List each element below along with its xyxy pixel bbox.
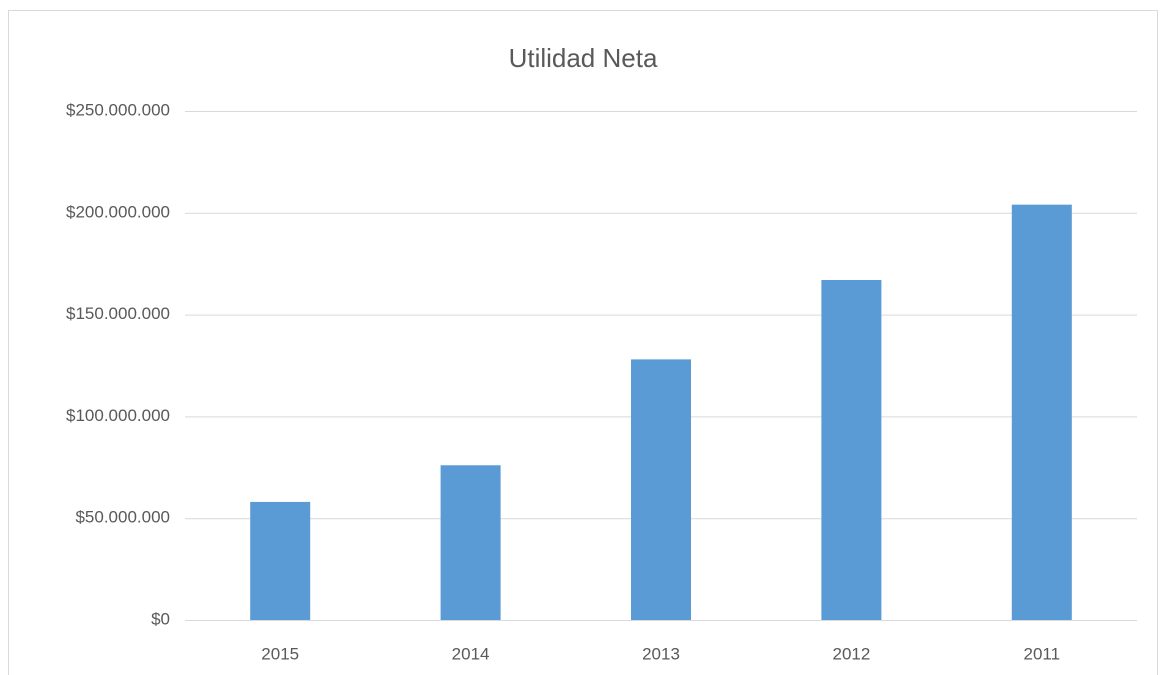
y-tick-label: $250.000.000 xyxy=(66,100,170,119)
x-tick-label: 2012 xyxy=(832,644,870,663)
chart-title: Utilidad Neta xyxy=(509,43,658,73)
y-tick-label: $50.000.000 xyxy=(75,508,170,527)
x-tick-label: 2013 xyxy=(642,644,680,663)
bar xyxy=(821,279,882,620)
chart-frame xyxy=(8,10,1158,675)
bar xyxy=(1011,204,1072,620)
y-tick-label: $100.000.000 xyxy=(66,406,170,425)
x-tick-label: 2014 xyxy=(452,644,490,663)
x-tick-label: 2015 xyxy=(261,644,299,663)
y-tick-label: $0 xyxy=(151,609,170,628)
y-tick-label: $150.000.000 xyxy=(66,304,170,323)
y-tick-label: $200.000.000 xyxy=(66,202,170,221)
bar xyxy=(631,359,691,620)
bar xyxy=(440,465,501,620)
x-tick-label: 2011 xyxy=(1024,644,1061,663)
bar xyxy=(250,501,311,620)
